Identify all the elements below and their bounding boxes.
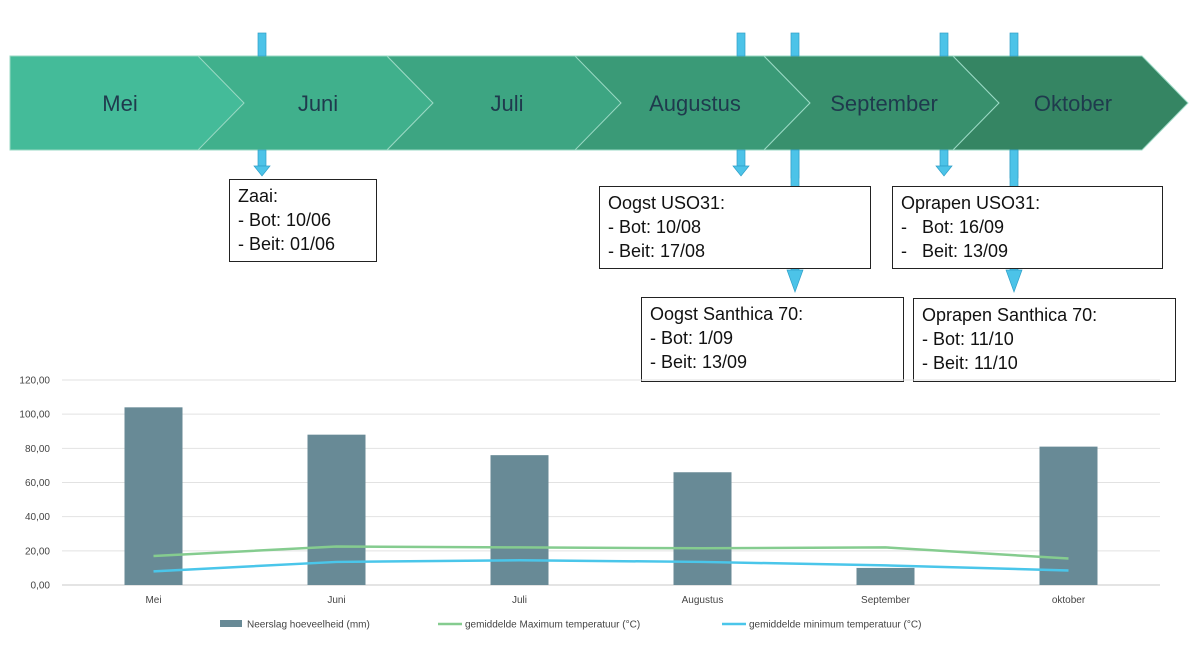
legend-label: Neerslag hoeveelheid (mm) [247,620,370,631]
note-line: - Beit: 11/10 [922,353,1018,373]
y-tick-label: 20,00 [25,546,50,557]
legend-entry: Neerslag hoeveelheid (mm) [220,620,370,631]
bar [1039,446,1098,585]
bar [124,407,183,585]
legend-entry: gemiddelde Maximum temperatuur (°C) [438,620,640,631]
y-tick-label: 60,00 [25,478,50,489]
note-line: - Beit: 13/09 [650,352,748,372]
note-oogst-uso31: Oogst USO31: - Bot: 10/08 - Beit: 17/08 [599,186,871,269]
x-tick-label: September [861,595,911,606]
weather-chart: 0,00 20,00 40,00 60,00 80,00 100,00 120,00 Mei J… [19,376,1160,631]
note-line: - Beit: 01/06 [238,234,336,254]
date-marker-arrow [935,32,953,177]
bar [856,567,915,585]
month-timeline: Mei Juni Juli Augustus September Oktober [9,32,1189,179]
note-zaai: Zaai: - Bot: 10/06 - Beit: 01/06 [229,179,377,262]
date-marker-arrow [732,32,750,177]
note-title: Zaai: [238,186,279,206]
month-chevron [951,55,1189,151]
note-line: - Beit: 17/08 [608,241,706,261]
y-tick-label: 120,00 [19,376,50,387]
x-tick-label: Juli [512,595,527,606]
y-tick-label: 80,00 [25,444,50,455]
note-line: - Bot: 11/10 [922,329,1014,349]
note-oprapen-santhica: Oprapen Santhica 70: - Bot: 11/10 - Beit… [913,298,1176,382]
month-label: September [830,91,938,116]
y-tick-label: 40,00 [25,512,50,523]
note-line: - Beit: 13/09 [901,241,1009,261]
bar [307,434,366,585]
note-line: - Bot: 1/09 [650,328,734,348]
note-title: Oogst Santhica 70: [650,304,804,324]
note-title: Oprapen USO31: [901,193,1041,213]
x-tick-label: Mei [145,595,161,606]
date-marker-arrow [253,32,271,177]
legend-label: gemiddelde Maximum temperatuur (°C) [465,620,640,631]
note-title: Oogst USO31: [608,193,726,213]
x-tick-label: oktober [1052,595,1086,606]
y-tick-label: 0,00 [31,581,51,592]
bar [673,472,732,585]
note-line: - Bot: 16/09 [901,217,1005,237]
legend-label: gemiddelde minimum temperatuur (°C) [749,620,921,631]
x-tick-label: Augustus [682,595,724,606]
month-label: Juli [490,91,523,116]
series-line [153,558,1069,573]
note-oogst-santhica: Oogst Santhica 70: - Bot: 1/09 - Beit: 1… [641,297,904,382]
series-line [153,545,1069,560]
note-line: - Bot: 10/06 [238,210,332,230]
x-tick-label: Juni [327,595,345,606]
legend-swatch [220,620,242,627]
month-label: Mei [102,91,137,116]
month-label: Oktober [1034,91,1112,116]
bar [490,455,549,585]
note-oprapen-uso31: Oprapen USO31: - Bot: 16/09 - Beit: 13/0… [892,186,1163,269]
note-title: Oprapen Santhica 70: [922,305,1098,325]
month-label: Augustus [649,91,741,116]
month-label: Juni [298,91,338,116]
y-tick-label: 100,00 [19,410,50,421]
note-line: - Bot: 10/08 [608,217,702,237]
legend-entry: gemiddelde minimum temperatuur (°C) [722,620,921,631]
